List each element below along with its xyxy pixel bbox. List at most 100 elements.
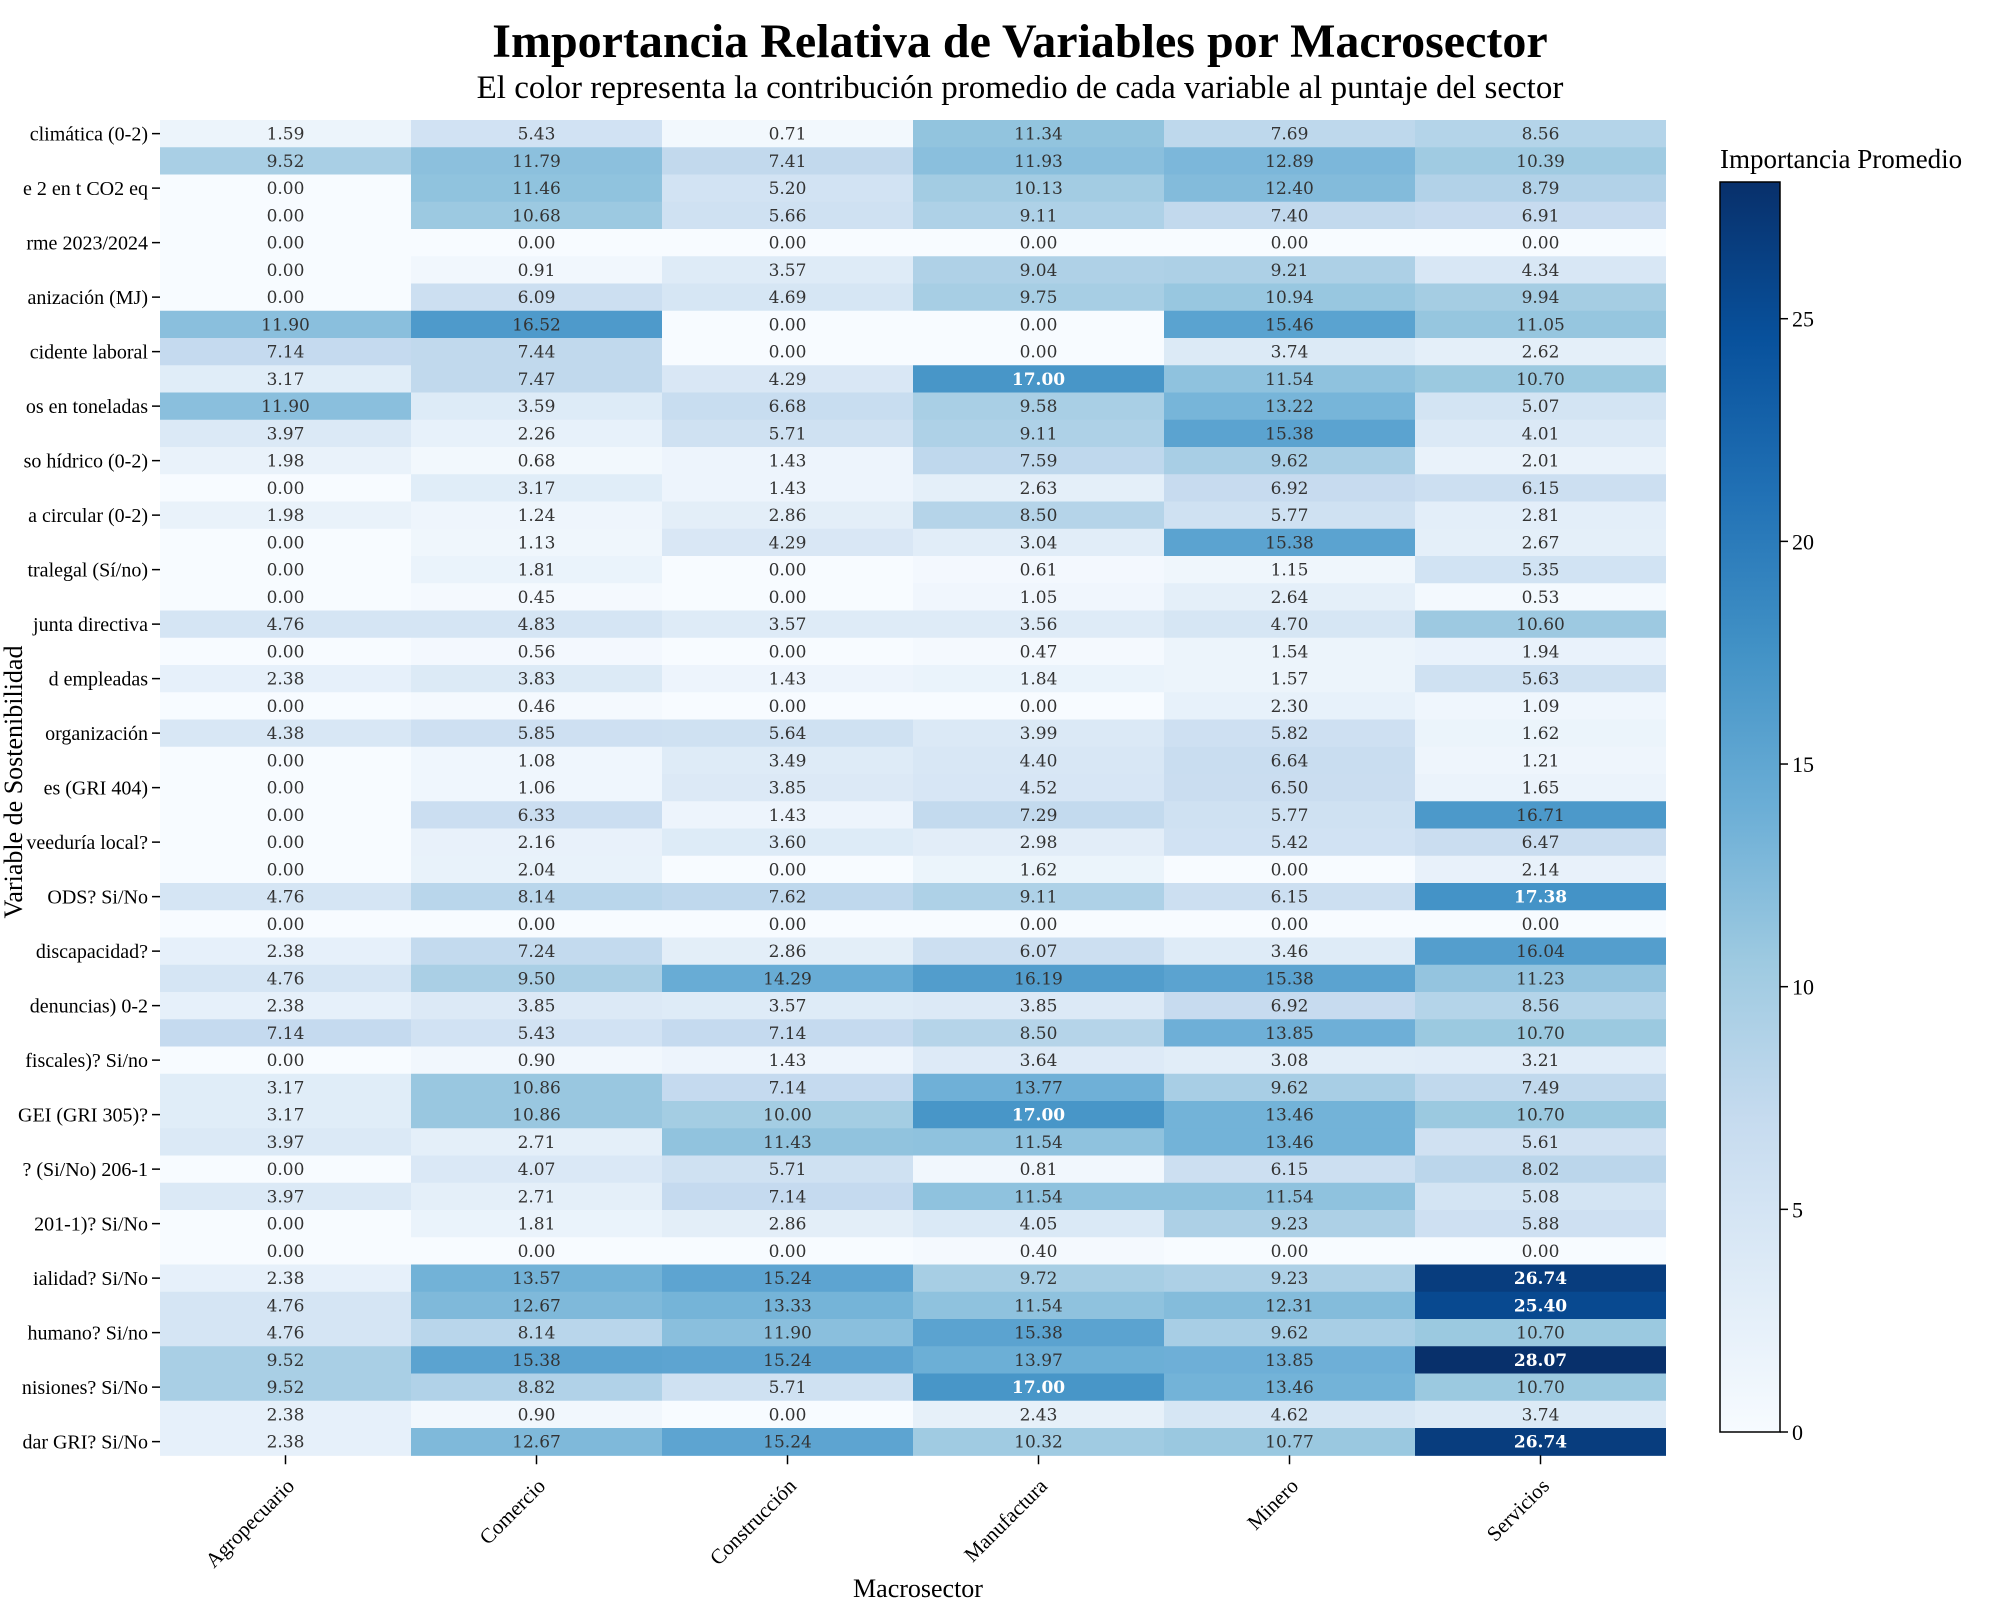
cell-value-label: 11.23	[1516, 969, 1565, 989]
cell-value-label: 9.11	[1020, 206, 1058, 226]
heatmap-cell	[1164, 338, 1415, 366]
cell-value-label: 26.74	[1514, 1269, 1567, 1289]
y-tick-label: a circular (0-2)	[28, 505, 148, 527]
heatmap-cell	[1415, 229, 1666, 257]
heatmap-cell	[1164, 392, 1415, 421]
heatmap-cell	[662, 637, 913, 666]
cell-value-label: 6.64	[1271, 751, 1309, 771]
cell-value-label: 15.38	[1265, 969, 1314, 989]
cell-value-label: 3.99	[1020, 724, 1058, 744]
heatmap-cell	[411, 801, 662, 830]
cell-value-label: 4.76	[267, 1296, 305, 1316]
heatmap-cell	[1415, 855, 1666, 884]
heatmap-cell	[662, 1046, 913, 1075]
cell-value-label: 7.41	[769, 152, 807, 172]
cell-value-label: 9.52	[267, 1378, 305, 1398]
heatmap-cell	[913, 583, 1164, 612]
heatmap-cell	[1164, 883, 1415, 911]
cell-value-label: 0.00	[769, 697, 807, 717]
cell-value-label: 1.43	[769, 806, 807, 826]
cell-value-label: 15.38	[1014, 1324, 1063, 1344]
heatmap-cell	[1164, 256, 1415, 285]
heatmap-cell	[913, 1210, 1164, 1238]
y-tick-label: fiscales)? Si/no	[25, 1050, 148, 1072]
cell-value-label: 10.68	[512, 206, 561, 226]
heatmap-cell	[1415, 828, 1666, 857]
cell-value-label: 15.38	[1265, 533, 1314, 553]
cell-value-label: 6.15	[1522, 479, 1560, 499]
cell-value-label: 0.00	[769, 1242, 807, 1262]
heatmap-cell	[160, 665, 411, 693]
heatmap-cell	[411, 855, 662, 884]
heatmap-cell	[1415, 147, 1666, 176]
cell-value-label: 6.15	[1271, 1160, 1309, 1180]
heatmap-cell	[411, 528, 662, 557]
y-tick-label: denuncias) 0-2	[30, 996, 148, 1018]
cell-value-label: 3.83	[518, 670, 556, 690]
cell-value-label: 1.13	[518, 533, 556, 553]
heatmap-cell	[662, 910, 913, 939]
heatmap-cell	[160, 774, 411, 802]
heatmap-cell	[1415, 1400, 1666, 1429]
cell-value-label: 4.40	[1020, 751, 1058, 771]
heatmap-cell	[160, 692, 411, 721]
x-axis-label: Macrosector	[853, 1574, 983, 1600]
heatmap-cell	[160, 556, 411, 584]
y-tick-label: cidente laboral	[30, 342, 149, 364]
heatmap-cell	[160, 1237, 411, 1266]
cell-value-label: 0.68	[518, 452, 556, 472]
heatmap-cell	[160, 992, 411, 1020]
heatmap-cell	[1164, 1046, 1415, 1075]
heatmap-cell	[662, 1155, 913, 1184]
heatmap-cell	[160, 474, 411, 503]
cell-value-label: 14.29	[763, 969, 812, 989]
cell-value-label: 1.09	[1522, 697, 1560, 717]
cell-value-label: 9.62	[1271, 1078, 1309, 1098]
heatmap-cell	[411, 283, 662, 312]
cell-value-label: 0.00	[1522, 1242, 1560, 1262]
cell-value-label: 2.64	[1271, 588, 1309, 608]
heatmap-cell	[913, 746, 1164, 775]
heatmap-cell	[662, 692, 913, 721]
heatmap-cell	[1415, 937, 1666, 966]
cell-value-label: 0.00	[518, 915, 556, 935]
heatmap-cell	[160, 120, 411, 148]
heatmap-cell	[411, 1428, 662, 1456]
cell-value-label: 3.97	[267, 424, 305, 444]
heatmap-cell	[411, 1319, 662, 1347]
heatmap-cell	[1164, 1319, 1415, 1347]
cell-value-label: 2.43	[1020, 1405, 1058, 1425]
heatmap-cell	[1415, 283, 1666, 312]
heatmap-cell	[1415, 1210, 1666, 1238]
cell-value-label: 5.43	[518, 1024, 556, 1044]
cell-value-label: 0.00	[267, 479, 305, 499]
x-tick-label: Comercio	[475, 1474, 551, 1550]
cell-value-label: 0.90	[518, 1405, 556, 1425]
cell-value-label: 0.00	[769, 343, 807, 363]
heatmap-cell	[662, 147, 913, 176]
cell-value-label: 3.57	[769, 997, 807, 1017]
heatmap-cell	[913, 801, 1164, 830]
heatmap-cell	[913, 556, 1164, 584]
heatmap-cell	[1415, 256, 1666, 285]
cell-value-label: 0.00	[267, 288, 305, 308]
cell-value-label: 2.38	[267, 1269, 305, 1289]
cell-value-label: 1.65	[1522, 779, 1560, 799]
y-tick-label: organización	[45, 723, 148, 745]
cell-value-label: 8.50	[1020, 1024, 1058, 1044]
heatmap-cell	[662, 174, 913, 203]
heatmap-cell	[160, 1101, 411, 1129]
heatmap-cell	[1415, 310, 1666, 339]
heatmap-cell	[160, 1264, 411, 1293]
cell-value-label: 2.38	[267, 670, 305, 690]
cell-value-label: 2.14	[1522, 860, 1560, 880]
cell-value-label: 10.86	[512, 1106, 561, 1126]
cell-value-label: 3.17	[267, 1078, 305, 1098]
cell-value-label: 13.33	[763, 1296, 812, 1316]
cell-value-label: 2.86	[769, 942, 807, 962]
cell-value-label: 5.77	[1271, 506, 1309, 526]
cell-value-label: 11.54	[1014, 1187, 1063, 1207]
heatmap-cell	[1415, 964, 1666, 993]
heatmap-cell	[1415, 1101, 1666, 1129]
heatmap-cell	[411, 1128, 662, 1157]
